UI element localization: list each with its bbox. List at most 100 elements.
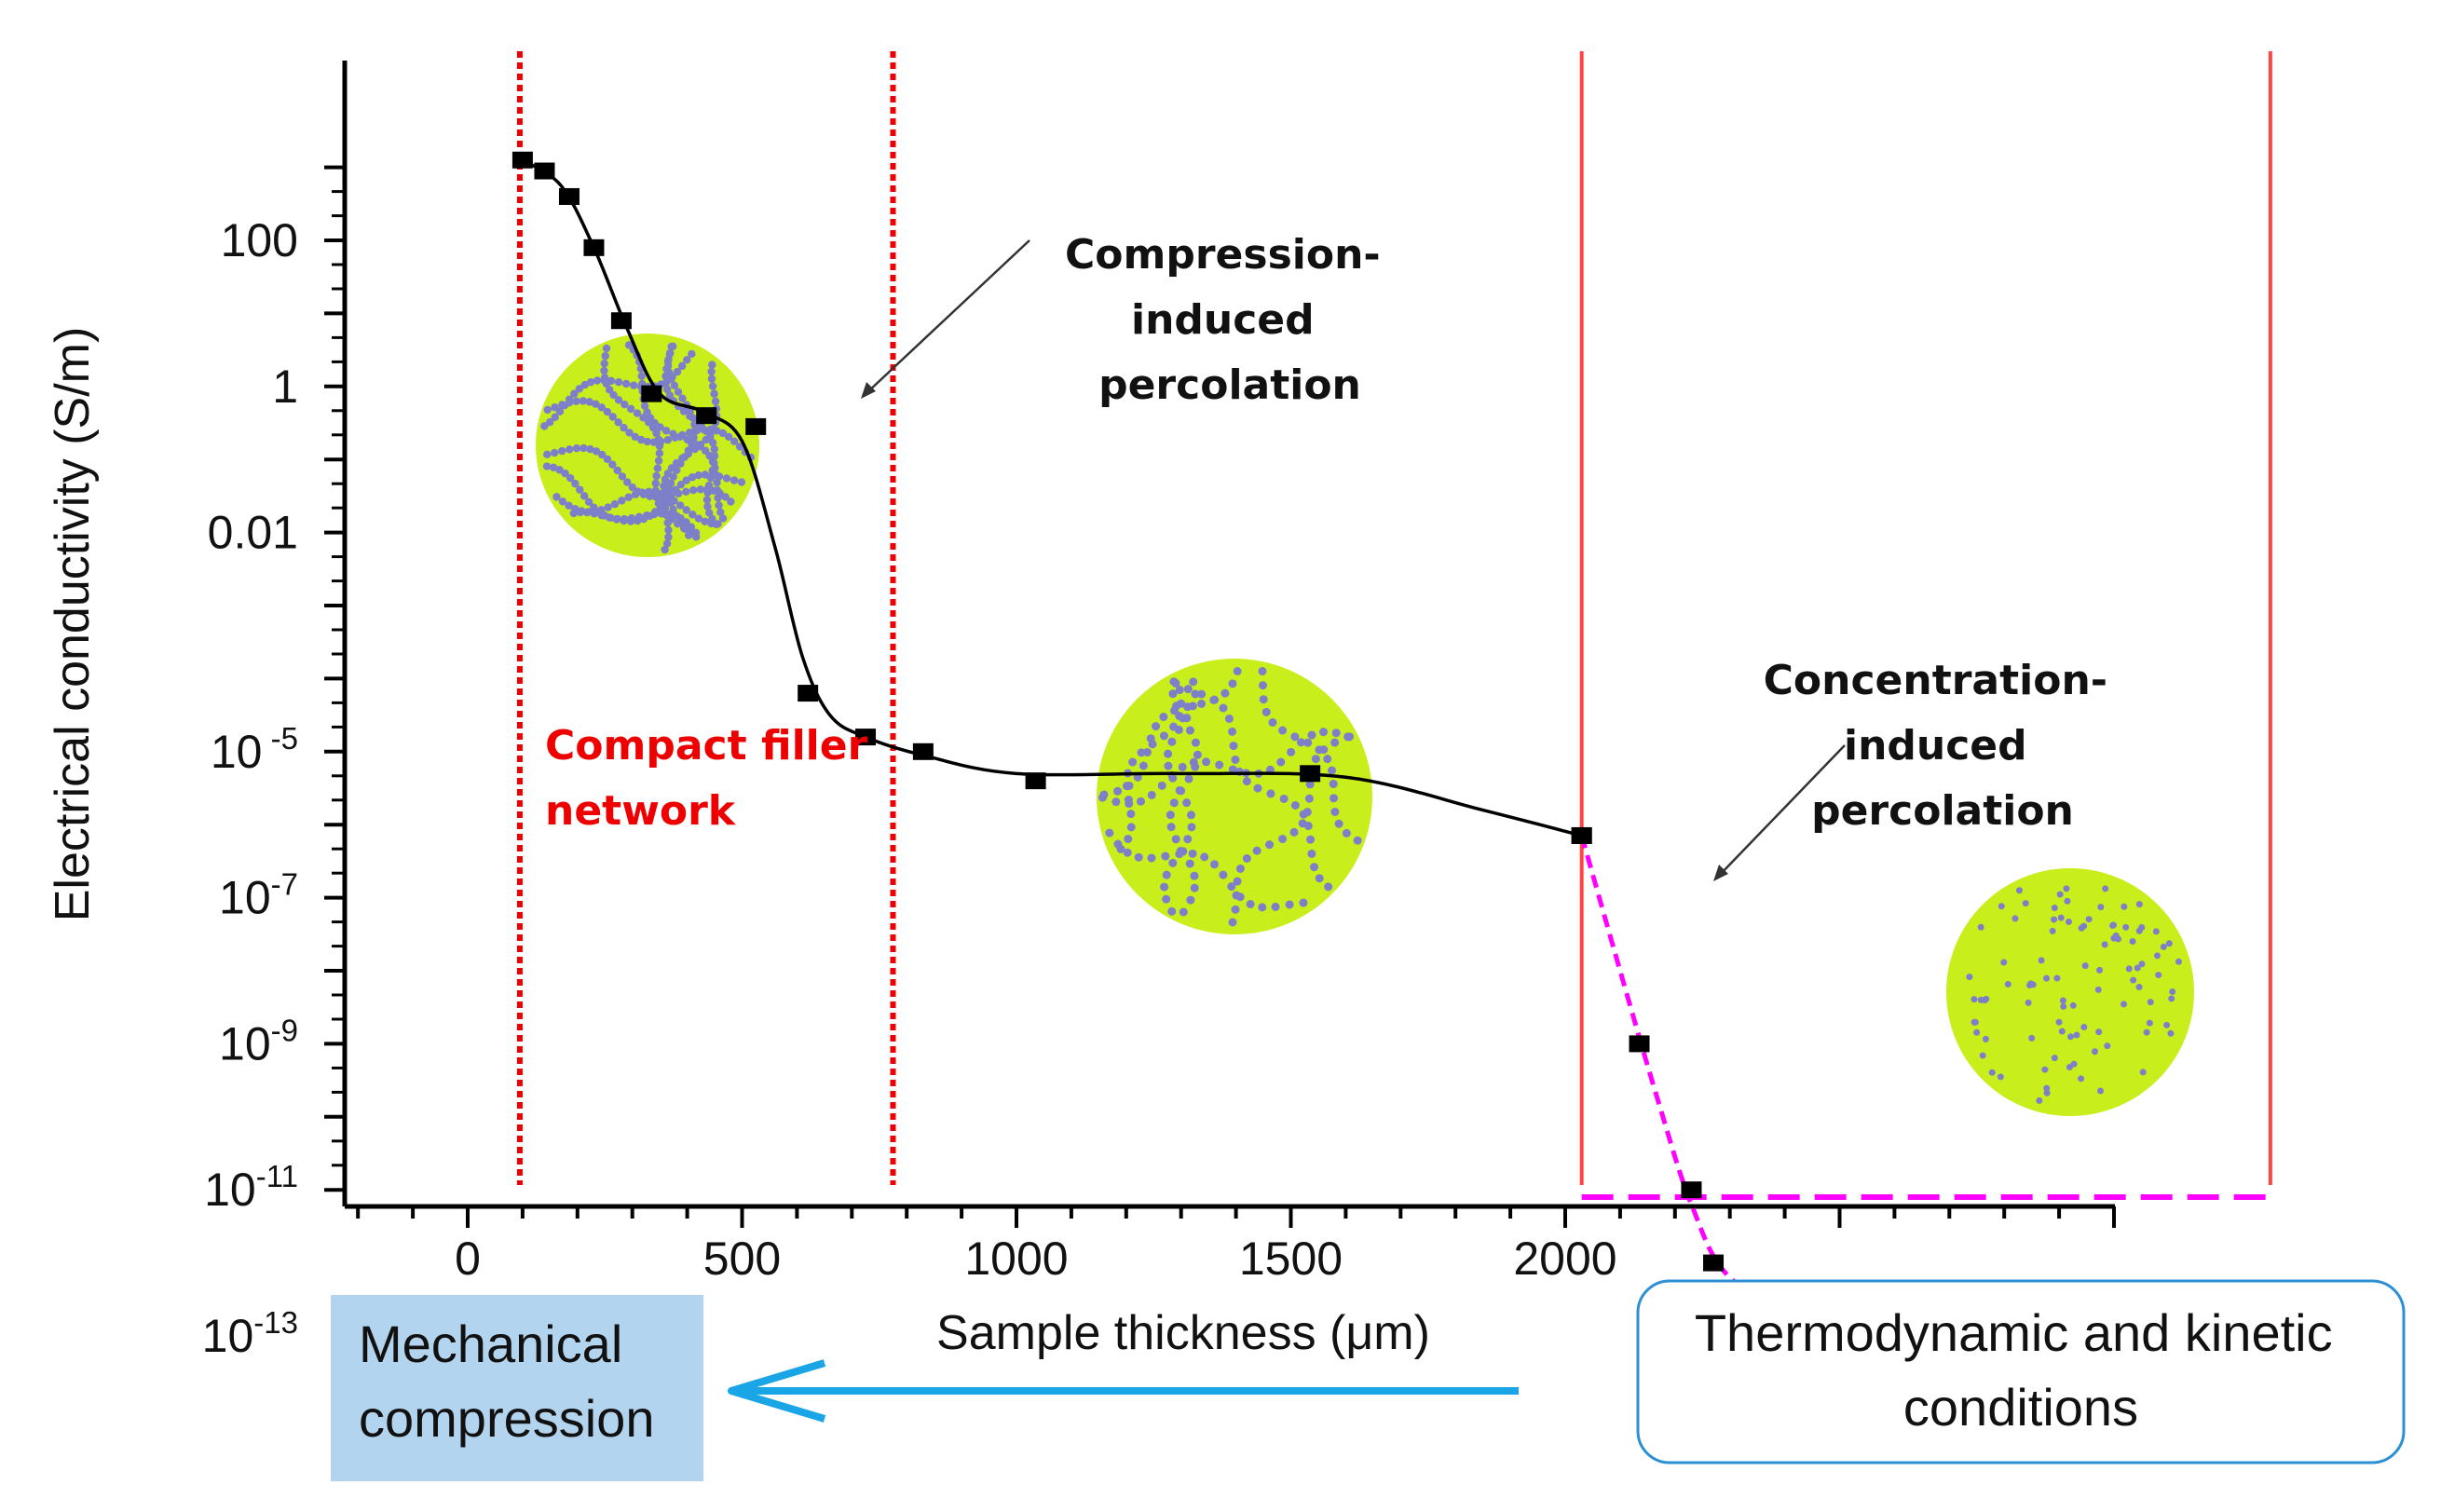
compact-network-disc-dot bbox=[682, 487, 690, 497]
dispersed-filler-disc-dot bbox=[2051, 905, 2058, 912]
x-axis-title: Sample thickness (μm) bbox=[936, 1306, 1430, 1360]
percolated-network-disc-dot bbox=[1177, 786, 1186, 796]
y-tick-exponent: -5 bbox=[262, 721, 298, 756]
percolated-network-disc-dot bbox=[1099, 790, 1109, 799]
percolated-network-disc-dot bbox=[1126, 810, 1136, 819]
compact-network-disc-dot bbox=[684, 531, 693, 539]
compact-network-disc-dot bbox=[713, 486, 722, 495]
percolated-network-disc-dot bbox=[1330, 807, 1340, 816]
percolated-network-disc-dot bbox=[1231, 755, 1240, 764]
percolated-network-disc-dot bbox=[1178, 762, 1187, 771]
y-tick-exponent: -7 bbox=[271, 867, 298, 902]
x-tick-label: 0 bbox=[455, 1233, 481, 1285]
percolated-network-disc-dot bbox=[1142, 748, 1152, 757]
dispersed-filler-disc-dot bbox=[2063, 885, 2070, 892]
compact-network-disc-dot bbox=[584, 497, 593, 507]
compact-network-disc-dot bbox=[664, 368, 674, 376]
dispersed-filler-disc-dot bbox=[1971, 1018, 1979, 1026]
data-point bbox=[855, 729, 877, 746]
compact-network-disc-dot bbox=[658, 490, 666, 498]
percolated-network-disc-dot bbox=[1175, 686, 1184, 695]
compact-network-disc-dot bbox=[675, 432, 685, 442]
dispersed-filler-disc-dot bbox=[2175, 958, 2182, 965]
compression-annotation-line3: percolation bbox=[1098, 361, 1361, 409]
compact-network-disc-dot bbox=[566, 445, 574, 454]
dispersed-filler-disc-dot bbox=[2153, 952, 2161, 960]
compact-network-disc-dot bbox=[675, 501, 685, 510]
percolated-network-disc-dot bbox=[1123, 782, 1132, 791]
compact-network-disc-dot bbox=[614, 418, 622, 427]
percolated-network-disc-dot bbox=[1296, 738, 1305, 747]
compact-network-disc-dot bbox=[707, 519, 716, 527]
compact-network-disc-dot bbox=[707, 367, 716, 376]
percolated-network-disc-dot bbox=[1219, 703, 1228, 713]
dispersed-filler-disc-circle bbox=[1946, 868, 2194, 1116]
mechanical-compression-line1: Mechanical bbox=[359, 1314, 622, 1373]
compact-network-disc-dot bbox=[712, 470, 720, 480]
dispersed-filler-disc-dot bbox=[2101, 941, 2108, 948]
compact-network-disc-dot bbox=[676, 480, 686, 489]
compact-network-disc-dot bbox=[558, 446, 566, 456]
compact-network-disc-dot bbox=[620, 514, 629, 524]
percolated-network-disc-dot bbox=[1183, 685, 1193, 694]
compact-network-disc-dot bbox=[558, 497, 567, 506]
percolated-network-disc-dot bbox=[1171, 678, 1180, 688]
compact-network-disc-dot bbox=[540, 422, 549, 430]
concentration-annotation-line1: Concentration- bbox=[1764, 657, 2107, 704]
x-ticks: 0 500 1000 1500 2000 bbox=[356, 1206, 2116, 1285]
compact-network-disc-dot bbox=[655, 449, 664, 457]
dispersed-filler-disc-dot bbox=[1973, 1028, 1981, 1036]
percolated-network-disc-dot bbox=[1116, 844, 1125, 853]
dispersed-filler-disc-dot bbox=[2036, 1097, 2043, 1104]
compact-network-disc-dot bbox=[688, 349, 696, 359]
compact-network-disc-dot bbox=[707, 375, 716, 383]
data-point bbox=[1571, 826, 1592, 844]
percolated-network-disc-dot bbox=[1147, 853, 1156, 863]
dispersed-filler-disc-dot bbox=[1988, 1069, 1996, 1076]
dispersed-filler-disc-dot bbox=[2097, 1087, 2105, 1095]
dispersed-filler-disc-dot bbox=[2138, 923, 2146, 931]
y-tick-exponent: -11 bbox=[256, 1159, 298, 1193]
compact-network-disc-dot bbox=[613, 466, 621, 475]
dispersed-filler-disc-dot bbox=[2168, 995, 2175, 1002]
region-divider-lines bbox=[516, 51, 2272, 1185]
dispersed-filler-disc-dot bbox=[2097, 904, 2105, 911]
compact-network-disc-dot bbox=[710, 444, 718, 454]
compact-network-disc-dot bbox=[662, 385, 672, 394]
percolated-network-disc-dot bbox=[1299, 898, 1308, 907]
data-point bbox=[511, 151, 533, 169]
compact-network-disc-dot bbox=[694, 471, 702, 480]
compact-network-disc-dot bbox=[546, 417, 554, 427]
percolated-network-disc-dot bbox=[1315, 874, 1324, 883]
thermodynamic-conditions-line1: Thermodynamic and kinetic bbox=[1695, 1303, 2333, 1362]
compact-network-disc-dot bbox=[638, 488, 647, 497]
data-point bbox=[798, 685, 819, 702]
compact-network-disc-dot bbox=[678, 394, 687, 402]
percolated-network-disc-dot bbox=[1169, 798, 1179, 808]
dispersed-filler-disc bbox=[1946, 868, 2194, 1116]
dispersed-filler-disc-dot bbox=[2146, 1019, 2153, 1027]
percolated-network-disc-dot bbox=[1258, 666, 1267, 675]
percolated-network-disc-dot bbox=[1162, 870, 1171, 879]
percolated-network-disc-dot bbox=[1139, 761, 1148, 770]
percolated-network-disc-dot bbox=[1261, 707, 1271, 716]
compact-network-disc-dot bbox=[702, 427, 711, 436]
percolated-network-disc-dot bbox=[1305, 780, 1315, 789]
percolated-network-disc-dot bbox=[1111, 797, 1121, 807]
compact-network-disc-dot bbox=[710, 389, 718, 398]
compression-annotation-line1: Compression- bbox=[1065, 231, 1381, 279]
dispersed-filler-disc-dot bbox=[2029, 981, 2037, 988]
compact-network-disc-dot bbox=[571, 505, 580, 513]
compact-network-disc-dot bbox=[730, 476, 739, 484]
percolated-network-disc-dot bbox=[1137, 748, 1146, 757]
compact-network-disc-dot bbox=[645, 487, 653, 496]
compact-network-disc-dot bbox=[661, 503, 670, 512]
dispersed-filler-disc-dot bbox=[2120, 1001, 2127, 1008]
dispersed-filler-disc-dot bbox=[2064, 897, 2071, 905]
percolated-network-disc-dot bbox=[1319, 745, 1329, 755]
compact-network-disc-dot bbox=[665, 391, 675, 400]
dispersed-filler-disc-dot bbox=[2155, 972, 2162, 979]
percolated-network-disc-dot bbox=[1168, 773, 1178, 783]
percolated-network-disc-dot bbox=[1311, 755, 1320, 764]
compact-network-disc-dot bbox=[555, 466, 564, 474]
